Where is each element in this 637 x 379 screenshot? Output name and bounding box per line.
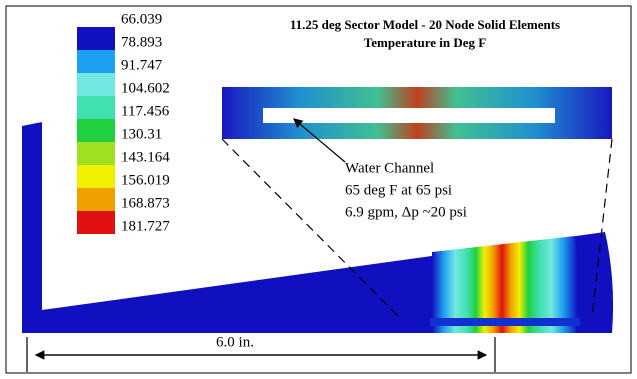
legend-label: 130.31 — [121, 126, 162, 142]
channel-section — [430, 318, 580, 326]
legend-label: 91.747 — [121, 57, 163, 73]
inset — [222, 87, 612, 139]
swatch — [77, 165, 115, 188]
swatch — [77, 27, 115, 50]
subtitle: Temperature in Deg F — [364, 35, 486, 50]
figure: 66.039 78.893 91.747 104.602 117.456 130.31 14… — [0, 0, 637, 379]
legend-label: 156.019 — [121, 172, 170, 188]
swatch — [77, 119, 115, 142]
annotation: Water Channel — [345, 160, 434, 176]
legend-label: 181.727 — [121, 218, 170, 234]
swatch — [77, 188, 115, 211]
dimension-label: 6.0 in. — [216, 334, 254, 350]
swatch — [77, 211, 115, 234]
legend — [77, 27, 115, 234]
legend-label: 168.873 — [121, 195, 170, 211]
annotation: 65 deg F at 65 psi — [345, 182, 452, 198]
swatch — [77, 50, 115, 73]
annotation: 6.9 gpm, Δp ~20 psi — [345, 204, 467, 220]
swatch — [77, 96, 115, 119]
title: 11.25 deg Sector Model - 20 Node Solid E… — [290, 17, 560, 32]
swatch — [77, 142, 115, 165]
channel — [263, 108, 555, 123]
swatch — [77, 73, 115, 96]
legend-label: 143.164 — [121, 149, 170, 165]
legend-label: 66.039 — [121, 11, 162, 27]
legend-label: 117.456 — [121, 103, 170, 119]
legend-label: 104.602 — [121, 80, 170, 96]
legend-label: 78.893 — [121, 34, 162, 50]
